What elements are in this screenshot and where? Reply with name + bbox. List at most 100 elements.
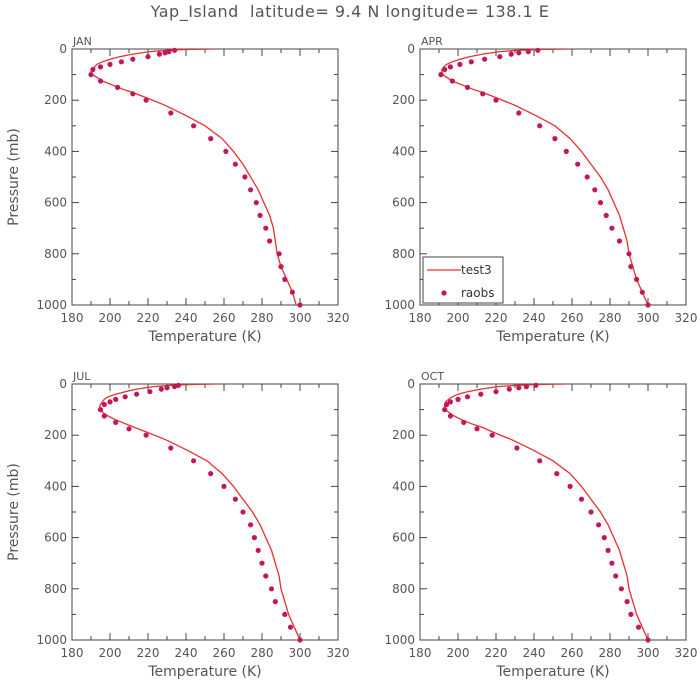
- y-tick-label: 800: [392, 247, 415, 261]
- x-tick-label: 200: [447, 646, 470, 660]
- series-point-raobs: [478, 391, 484, 397]
- y-tick-label: 0: [59, 377, 67, 391]
- series-point-raobs: [461, 419, 467, 425]
- x-tick-label: 320: [327, 311, 350, 325]
- series-point-raobs: [276, 251, 282, 257]
- series-point-raobs: [289, 289, 295, 295]
- series-point-raobs: [248, 522, 254, 528]
- series-point-raobs: [168, 110, 174, 116]
- series-point-raobs: [639, 289, 645, 295]
- series-line-test3: [98, 384, 301, 640]
- series-point-raobs: [278, 264, 284, 270]
- x-tick-label: 280: [251, 646, 274, 660]
- x-axis-label: Temperature (K): [495, 329, 609, 345]
- series-point-raobs: [126, 426, 132, 432]
- y-tick-label: 600: [392, 531, 415, 545]
- series-point-raobs: [143, 97, 149, 103]
- series-point-raobs: [609, 560, 615, 566]
- series-point-raobs: [118, 59, 124, 65]
- x-tick-label: 220: [137, 311, 160, 325]
- series-point-raobs: [115, 84, 121, 90]
- y-tick-label: 400: [392, 144, 415, 158]
- plot-frame: [419, 383, 687, 641]
- x-tick-label: 260: [213, 646, 236, 660]
- legend-box: [422, 256, 504, 304]
- series-point-raobs: [516, 50, 522, 56]
- series-point-raobs: [497, 54, 503, 60]
- x-tick-label: 320: [675, 311, 698, 325]
- series-point-raobs: [533, 382, 539, 388]
- series-point-raobs: [442, 407, 448, 413]
- series-point-raobs: [523, 384, 530, 390]
- series-point-raobs: [257, 212, 263, 218]
- series-point-raobs: [506, 386, 512, 392]
- legend-label-raobs: raobs: [461, 286, 495, 300]
- series-point-raobs: [525, 49, 531, 55]
- legend-swatch-marker: [441, 290, 447, 296]
- series-point-raobs: [482, 56, 488, 62]
- series-point-raobs: [516, 110, 522, 116]
- y-tick-label: 0: [407, 377, 415, 391]
- series-point-raobs: [240, 509, 246, 515]
- series-point-raobs: [457, 61, 463, 67]
- series-point-raobs: [232, 496, 238, 502]
- series-point-raobs: [616, 238, 623, 244]
- series-point-raobs: [493, 389, 499, 395]
- series-point-raobs: [447, 64, 453, 70]
- series-point-raobs: [145, 54, 151, 60]
- x-tick-label: 200: [99, 646, 122, 660]
- series-point-raobs: [297, 637, 303, 643]
- y-tick-label: 800: [44, 247, 67, 261]
- series-point-raobs: [130, 56, 136, 62]
- panel-title: OCT: [421, 370, 444, 383]
- series-point-raobs: [554, 471, 560, 477]
- x-tick-label: 240: [523, 646, 546, 660]
- series-point-raobs: [493, 97, 499, 103]
- series-point-raobs: [603, 212, 609, 218]
- series-point-raobs: [255, 547, 261, 554]
- series-point-raobs: [191, 458, 197, 464]
- panel-title: APR: [421, 35, 443, 48]
- series-point-raobs: [97, 407, 104, 413]
- legend-label-test3: test3: [461, 263, 492, 277]
- series-point-raobs: [464, 394, 471, 400]
- series-point-raobs: [588, 509, 594, 515]
- series-point-raobs: [223, 148, 229, 154]
- x-tick-label: 280: [599, 311, 622, 325]
- y-tick-label: 200: [392, 93, 415, 107]
- series-point-raobs: [168, 445, 174, 451]
- y-tick-label: 0: [407, 42, 415, 56]
- series-point-raobs: [613, 573, 619, 579]
- y-tick-label: 1000: [36, 633, 67, 647]
- series-point-raobs: [172, 384, 178, 390]
- series-point-raobs: [584, 174, 590, 180]
- chart-panel-jan: 180 200 220 240 260 280 300 320 0 200 400 600 800 100…: [6, 35, 349, 345]
- series-point-raobs: [97, 64, 104, 70]
- series-point-raobs: [164, 385, 170, 391]
- series-point-raobs: [552, 136, 558, 142]
- series-point-raobs: [156, 51, 162, 57]
- series-point-raobs: [605, 547, 611, 554]
- series-point-raobs: [537, 123, 543, 129]
- series-point-raobs: [628, 264, 634, 270]
- series-point-raobs: [208, 136, 214, 142]
- x-axis-label: Temperature (K): [495, 664, 609, 680]
- series-point-raobs: [634, 276, 640, 282]
- chart-panel-apr: 180 200 220 240 260 280 300 320 0 200 400 600 800 100…: [384, 35, 697, 345]
- y-tick-label: 600: [44, 196, 67, 210]
- x-tick-label: 220: [137, 646, 160, 660]
- legend: test3 raobs: [422, 256, 504, 304]
- y-axis-label: Pressure (mb): [6, 463, 22, 561]
- series-point-raobs: [90, 66, 96, 73]
- series-point-raobs: [263, 573, 269, 579]
- series-point-raobs: [597, 200, 604, 206]
- series-point-raobs: [122, 394, 128, 400]
- series-point-raobs: [618, 586, 625, 592]
- series-point-raobs: [107, 399, 113, 405]
- series-point-raobs: [267, 238, 273, 244]
- series-point-raobs: [592, 187, 598, 193]
- x-tick-label: 180: [61, 311, 84, 325]
- series-point-raobs: [480, 91, 486, 97]
